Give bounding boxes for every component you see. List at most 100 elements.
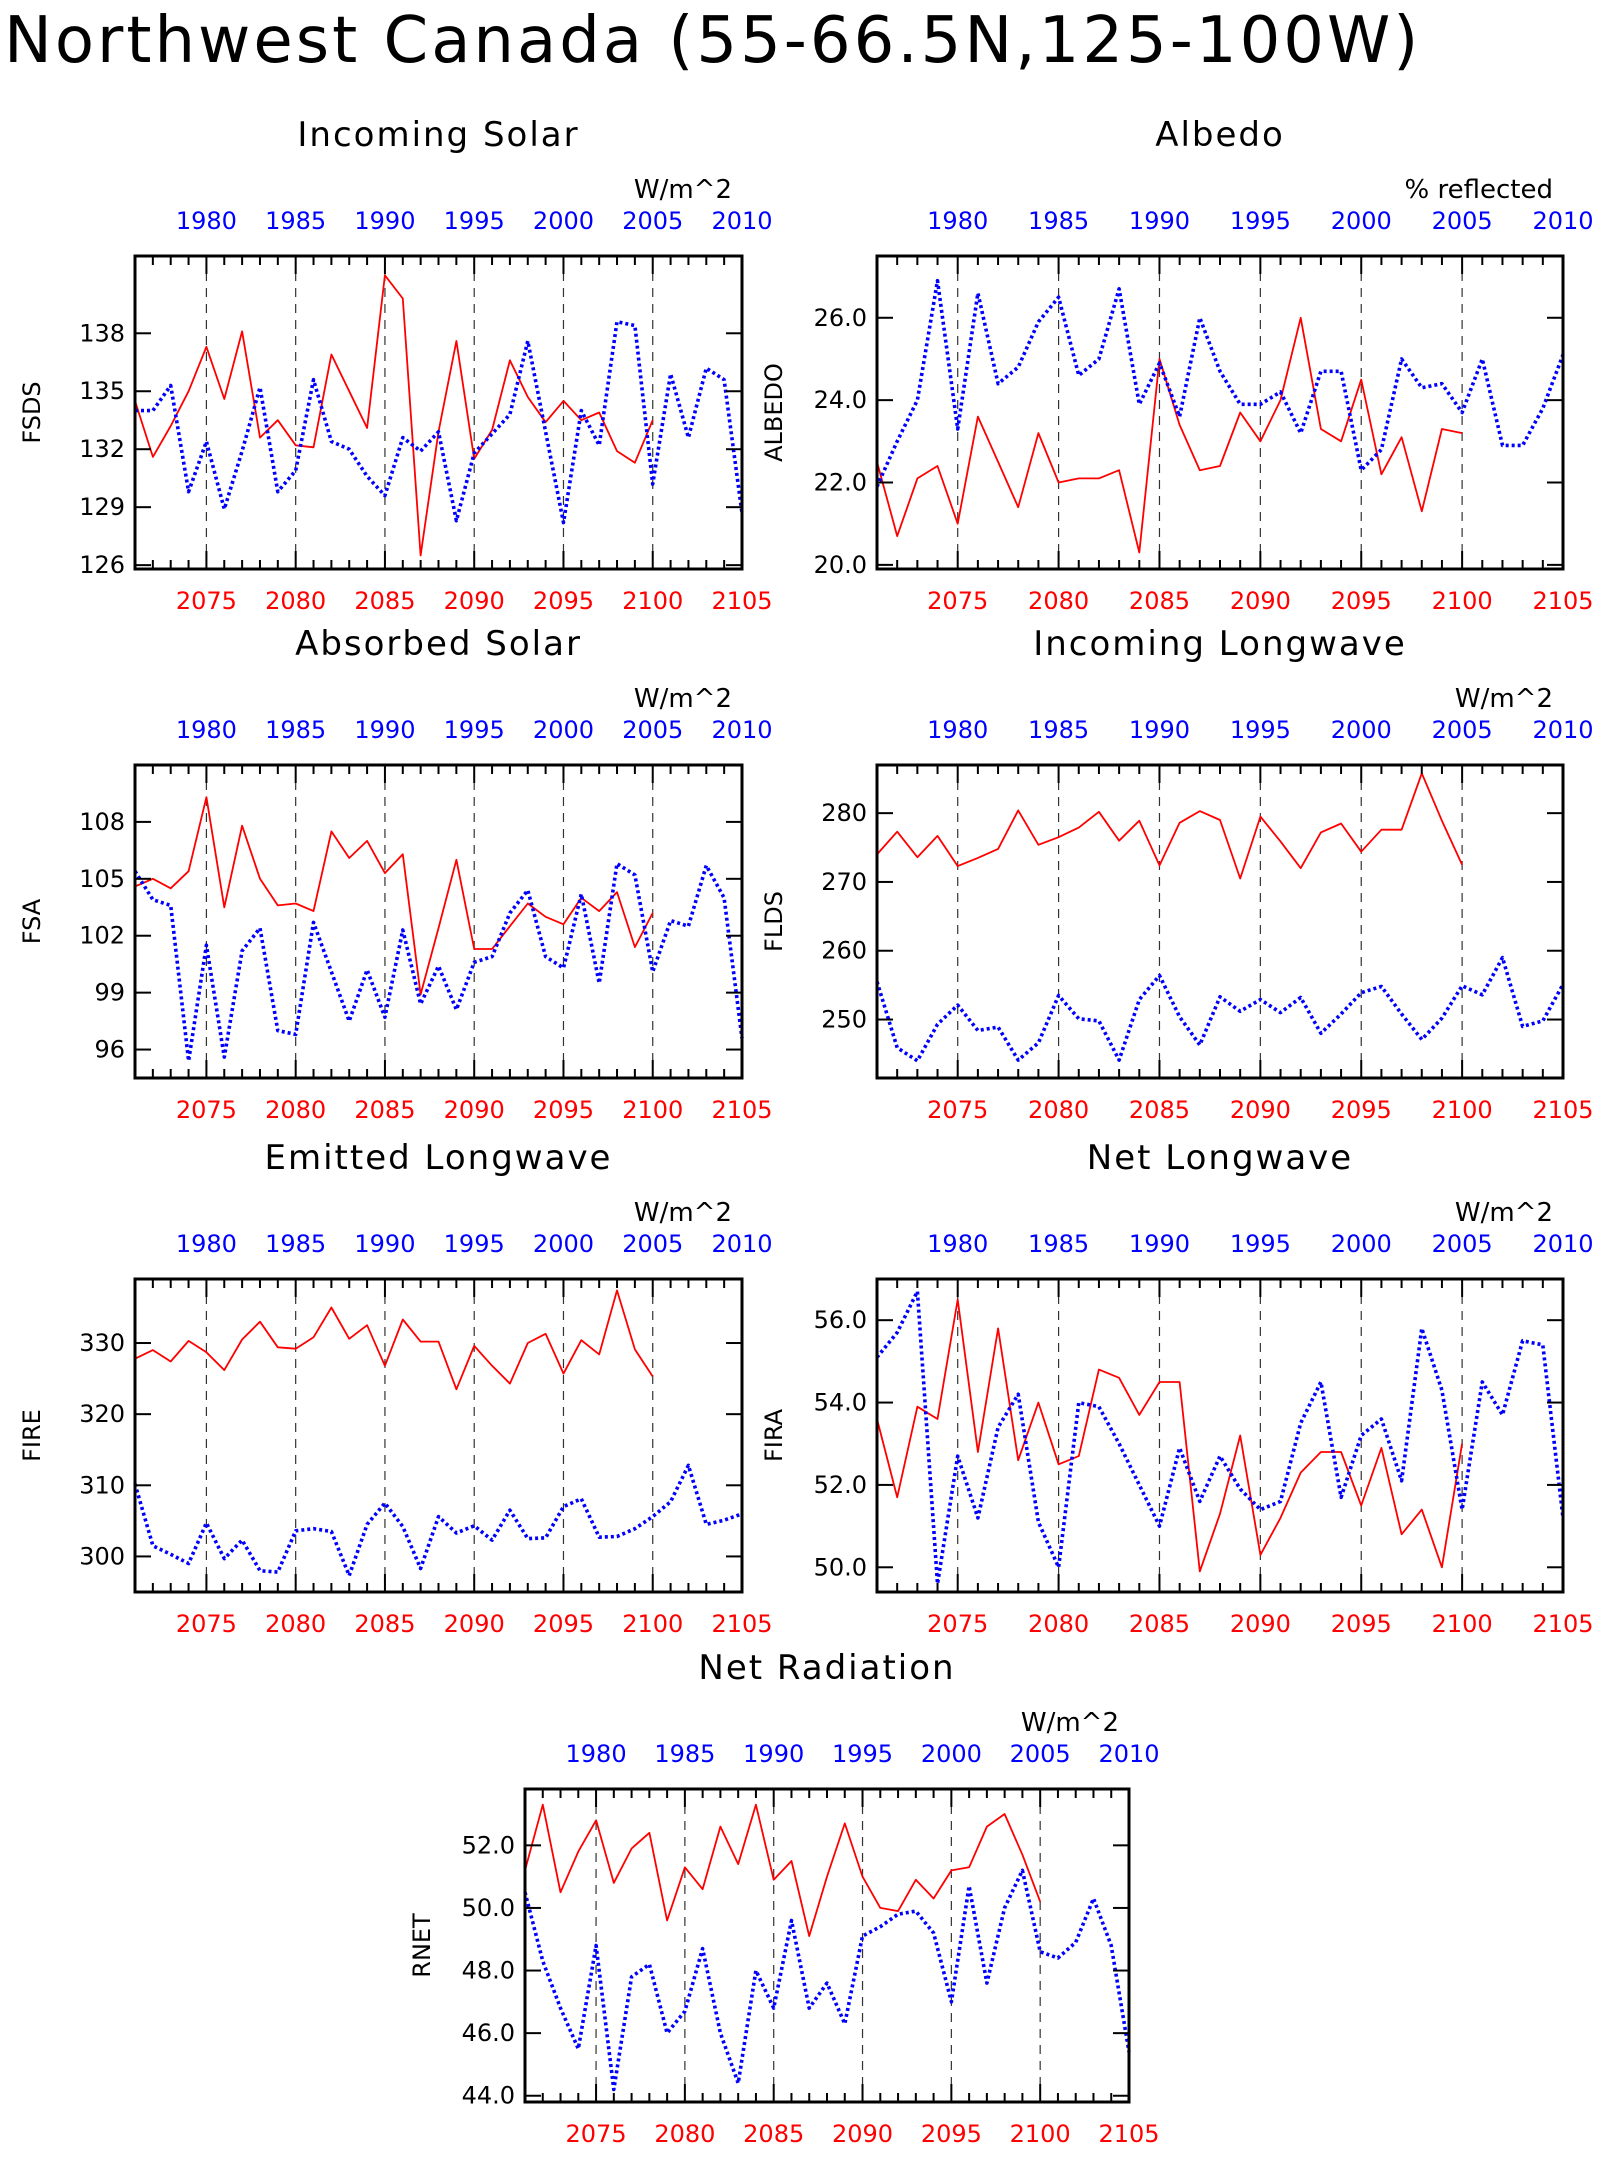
chart-fira: 2075 2080 2085 2090 2095 2100 2105 1980 1985 1990… — [760, 1138, 1594, 1638]
x-tick-label-bottom: 2080 — [265, 587, 326, 615]
units-label: W/m^2 — [1455, 684, 1553, 714]
x-tick-label-top: 1985 — [1028, 716, 1089, 744]
chart-fsa: 2075 2080 2085 2090 2095 2100 2105 1980 1985 1990… — [18, 624, 773, 1124]
units-label: W/m^2 — [1021, 1708, 1119, 1738]
x-tick-label-bottom: 2095 — [1331, 587, 1392, 615]
future-series-line — [134, 274, 654, 557]
x-tick-label-bottom: 2090 — [444, 1096, 505, 1124]
x-tick-label-top: 2005 — [1432, 1230, 1493, 1258]
x-tick-label-bottom: 2080 — [1028, 1610, 1089, 1638]
x-tick-label-top: 2010 — [1532, 716, 1593, 744]
units-label: W/m^2 — [634, 175, 732, 205]
x-tick-label-top: 1995 — [444, 1230, 505, 1258]
x-tick-label-top: 2000 — [533, 716, 594, 744]
plot-frame — [875, 763, 1565, 1080]
x-tick-label-top: 1990 — [354, 207, 415, 235]
future-series-line — [876, 1298, 1463, 1573]
x-tick-label-top: 2000 — [921, 1740, 982, 1768]
x-tick-label-top: 2010 — [1532, 1230, 1593, 1258]
future-series-line — [524, 1803, 1042, 1937]
chart-flds: 2075 2080 2085 2090 2095 2100 2105 1980 1985 1990… — [760, 624, 1594, 1124]
y-tick-label: 54.0 — [814, 1389, 867, 1417]
y-axis-label: FSA — [18, 898, 46, 944]
y-tick-label: 96 — [94, 1036, 125, 1064]
x-tick-label-bottom: 2105 — [1532, 1096, 1593, 1124]
future-series-line — [876, 772, 1463, 880]
y-tick-label: 310 — [79, 1471, 125, 1499]
x-tick-label-bottom: 2100 — [1432, 1096, 1493, 1124]
x-tick-label-bottom: 2105 — [711, 1096, 772, 1124]
x-tick-label-top: 2000 — [533, 1230, 594, 1258]
x-tick-label-bottom: 2085 — [354, 1610, 415, 1638]
x-tick-label-top: 2010 — [1532, 207, 1593, 235]
y-axis-label: FSDS — [18, 381, 46, 443]
plot-frame — [875, 254, 1565, 571]
x-tick-label-bottom: 2075 — [176, 587, 237, 615]
x-tick-label-top: 2005 — [622, 716, 683, 744]
y-tick-label: 260 — [821, 937, 867, 965]
future-series-line — [876, 316, 1463, 554]
x-tick-label-bottom: 2095 — [1331, 1610, 1392, 1638]
x-tick-label-top: 2000 — [1331, 207, 1392, 235]
x-tick-label-bottom: 2090 — [1230, 1096, 1291, 1124]
x-tick-label-bottom: 2105 — [1532, 587, 1593, 615]
y-tick-label: 26.0 — [814, 304, 867, 332]
x-tick-label-top: 1990 — [743, 1740, 804, 1768]
y-tick-label: 20.0 — [814, 551, 867, 579]
y-tick-label: 132 — [79, 435, 125, 463]
y-axis-label: FIRE — [18, 1409, 46, 1462]
y-tick-label: 52.0 — [814, 1471, 867, 1499]
x-tick-label-top: 1995 — [444, 207, 505, 235]
x-tick-label-bottom: 2090 — [1230, 1610, 1291, 1638]
x-tick-label-top: 1995 — [832, 1740, 893, 1768]
x-tick-label-top: 1980 — [927, 207, 988, 235]
y-tick-label: 126 — [79, 551, 125, 579]
x-tick-label-top: 1985 — [265, 716, 326, 744]
x-tick-label-top: 1990 — [1129, 207, 1190, 235]
x-tick-label-bottom: 2075 — [927, 1610, 988, 1638]
plot-frame — [133, 254, 744, 571]
plot-frame — [133, 1277, 744, 1594]
x-tick-label-bottom: 2075 — [927, 587, 988, 615]
panel-title: Net Radiation — [698, 1648, 955, 1688]
y-tick-label: 50.0 — [462, 1894, 515, 1922]
x-tick-label-top: 2000 — [1331, 716, 1392, 744]
x-tick-label-bottom: 2085 — [743, 2120, 804, 2148]
x-tick-label-top: 1980 — [176, 716, 237, 744]
x-tick-label-top: 2000 — [1331, 1230, 1392, 1258]
x-tick-label-top: 1980 — [566, 1740, 627, 1768]
x-tick-label-top: 1980 — [176, 207, 237, 235]
y-tick-label: 138 — [79, 319, 125, 347]
y-axis-label: FIRA — [760, 1408, 788, 1462]
historical-series-line — [133, 861, 744, 1063]
x-tick-label-bottom: 2095 — [533, 587, 594, 615]
figure-title: Northwest Canada (55-66.5N,125-100W) — [4, 4, 1421, 78]
x-tick-label-top: 1985 — [1028, 207, 1089, 235]
units-label: W/m^2 — [634, 1198, 732, 1228]
y-tick-label: 102 — [79, 922, 125, 950]
y-tick-label: 105 — [79, 865, 125, 893]
x-tick-label-bottom: 2095 — [533, 1096, 594, 1124]
x-tick-label-bottom: 2085 — [1129, 587, 1190, 615]
x-tick-label-bottom: 2075 — [566, 2120, 627, 2148]
panel-title: Incoming Solar — [297, 115, 579, 155]
x-tick-label-bottom: 2100 — [1432, 1610, 1493, 1638]
chart-fire: 2075 2080 2085 2090 2095 2100 2105 1980 1985 1990… — [18, 1138, 773, 1638]
plot-frame — [523, 1787, 1131, 2104]
y-tick-label: 50.0 — [814, 1553, 867, 1581]
y-tick-label: 250 — [821, 1006, 867, 1034]
historical-series-line — [875, 278, 1565, 488]
x-tick-label-bottom: 2080 — [1028, 587, 1089, 615]
x-tick-label-bottom: 2095 — [533, 1610, 594, 1638]
x-tick-label-top: 1995 — [444, 716, 505, 744]
historical-series-line — [875, 1289, 1565, 1586]
panel-title: Net Longwave — [1087, 1138, 1353, 1178]
x-tick-label-top: 1985 — [265, 1230, 326, 1258]
x-tick-label-bottom: 2080 — [654, 2120, 715, 2148]
x-tick-label-top: 2005 — [1432, 207, 1493, 235]
x-tick-label-bottom: 2105 — [711, 1610, 772, 1638]
x-tick-label-bottom: 2080 — [1028, 1096, 1089, 1124]
y-tick-label: 52.0 — [462, 1831, 515, 1859]
y-axis-label: RNET — [408, 1913, 436, 1978]
